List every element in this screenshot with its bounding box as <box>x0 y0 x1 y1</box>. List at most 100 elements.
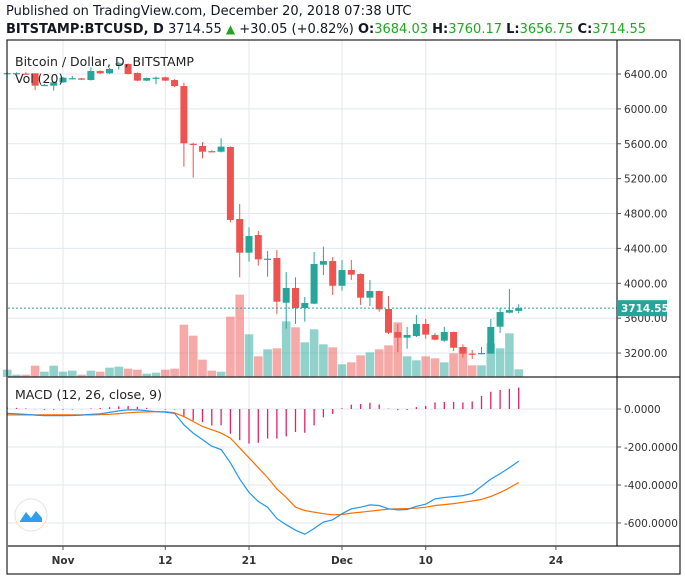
volume-bar <box>188 335 198 377</box>
time-tick-label: 12 <box>158 555 173 567</box>
published-line: Published on TradingView.com, December 2… <box>6 4 412 19</box>
price-tick-label: 5200.00 <box>624 174 667 186</box>
volume-bar <box>49 365 58 377</box>
tradingview-logo[interactable] <box>14 498 48 532</box>
volume-bar <box>86 370 96 377</box>
volume-bar <box>384 345 393 377</box>
volume-label: Vol (20) <box>15 71 63 86</box>
up-triangle-icon: ▲ <box>225 22 236 36</box>
candle-body <box>319 261 327 265</box>
volume-bar <box>40 371 49 377</box>
volume-bar <box>142 373 151 377</box>
volume-bar <box>58 371 68 377</box>
candle-body <box>431 334 439 340</box>
last-price-badge-label: 3714.55 <box>621 303 669 315</box>
time-tick-label: 24 <box>549 555 564 567</box>
candle-body <box>366 291 374 298</box>
candle-body <box>412 324 420 337</box>
candle-body <box>385 309 392 333</box>
candles <box>3 61 617 359</box>
candle-body <box>133 72 141 81</box>
volume-bar <box>133 369 142 377</box>
candle-body <box>180 86 188 144</box>
candle-body <box>478 353 485 355</box>
volume-bar <box>347 362 356 377</box>
candle-body <box>208 151 216 153</box>
open-value: 3684.03 <box>374 22 428 37</box>
low-value: 3656.75 <box>519 22 574 37</box>
volume-bar <box>449 353 458 377</box>
volume-bar <box>486 343 496 377</box>
time-tick-label: 21 <box>242 555 257 567</box>
volume-bar <box>505 333 514 377</box>
signal-line <box>7 411 520 516</box>
volume-bar <box>374 349 384 377</box>
candle-body <box>347 270 355 275</box>
volume-bar <box>430 358 440 377</box>
candle-body <box>496 312 504 327</box>
candle-body <box>245 236 253 253</box>
price-change: +30.05 (+0.82%) <box>239 22 354 37</box>
volume-bar <box>226 316 235 377</box>
candle-body <box>440 332 448 341</box>
chart-frame <box>6 39 681 575</box>
candle-body <box>22 73 30 75</box>
price-tick-label: 5600.00 <box>624 139 667 151</box>
candle-body <box>78 78 86 80</box>
candle-body <box>217 146 225 152</box>
last-price-badge <box>617 300 667 317</box>
close-value: 3714.55 <box>592 22 647 37</box>
candle-body <box>329 261 337 286</box>
high-value: 3760.17 <box>448 22 502 37</box>
price-tick-label: 3200.00 <box>624 348 667 360</box>
volume-bar <box>105 367 114 377</box>
candle-body <box>87 71 95 81</box>
candle-body <box>468 353 476 355</box>
volume-bar <box>216 371 226 377</box>
candle-body <box>236 219 244 253</box>
volume-bar <box>328 347 337 377</box>
macd-tick-label: 0.0000 <box>624 404 661 416</box>
price-tick-label: 4400.00 <box>624 243 667 255</box>
candle-body <box>96 71 104 74</box>
volume-bar <box>281 321 291 377</box>
candle-body <box>106 68 113 74</box>
volume-bar <box>244 334 254 377</box>
volume-bar <box>235 294 244 377</box>
volume-bar <box>440 362 449 377</box>
price-tick-label: 4000.00 <box>624 278 667 290</box>
macd-tick-label: -400.0000 <box>624 480 678 492</box>
candle-body <box>375 291 383 310</box>
volume-bar <box>477 365 486 377</box>
volume-bar <box>319 344 328 377</box>
volume-bar <box>254 356 263 377</box>
candle-body <box>459 347 467 354</box>
candle-body <box>357 274 365 298</box>
volume-bar <box>12 374 21 377</box>
last-price: 3714.55 <box>167 22 222 37</box>
volume-bar <box>21 374 31 377</box>
price-tick-label: 4800.00 <box>624 209 667 221</box>
volume-bar <box>77 374 86 377</box>
candle-body <box>254 235 262 260</box>
symbol-label: BITSTAMP:BTCUSD, D <box>6 22 164 37</box>
candle-body <box>152 77 160 79</box>
candle-body <box>50 82 58 86</box>
candle-body <box>422 324 430 335</box>
candle-body <box>115 63 123 65</box>
volume-bar <box>95 371 105 377</box>
volume-bar <box>272 348 282 377</box>
volume-bar <box>365 352 375 377</box>
price-tick-label: 6400.00 <box>624 69 667 81</box>
candle-body <box>301 302 309 309</box>
candle-body <box>292 287 299 309</box>
candle-body <box>226 146 234 220</box>
volume-bar <box>291 327 300 377</box>
volume-bar <box>30 365 40 377</box>
close-label: C: <box>577 22 593 37</box>
price-pane-title: Bitcoin / Dollar, D, BITSTAMP <box>15 54 194 69</box>
volume-bar <box>114 366 124 377</box>
volume-bar <box>356 355 365 377</box>
price-tick-label: 6000.00 <box>624 104 667 116</box>
